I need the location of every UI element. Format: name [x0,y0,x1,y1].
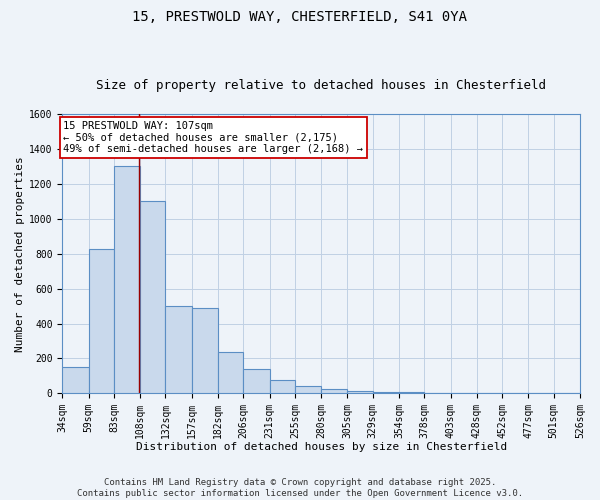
Text: 15 PRESTWOLD WAY: 107sqm
← 50% of detached houses are smaller (2,175)
49% of sem: 15 PRESTWOLD WAY: 107sqm ← 50% of detach… [64,121,364,154]
Bar [89,250,114,394]
Bar [295,386,321,394]
Bar [140,202,166,394]
Text: 15, PRESTWOLD WAY, CHESTERFIELD, S41 0YA: 15, PRESTWOLD WAY, CHESTERFIELD, S41 0YA [133,10,467,24]
Bar [424,393,451,394]
Bar [218,352,244,394]
Bar [244,369,269,394]
Bar [114,166,140,394]
Bar [321,389,347,394]
Bar [166,306,192,394]
Bar [373,392,399,394]
Bar [347,390,373,394]
Y-axis label: Number of detached properties: Number of detached properties [15,156,25,352]
X-axis label: Distribution of detached houses by size in Chesterfield: Distribution of detached houses by size … [136,442,507,452]
Bar [62,367,89,394]
Bar [269,380,295,394]
Text: Contains HM Land Registry data © Crown copyright and database right 2025.
Contai: Contains HM Land Registry data © Crown c… [77,478,523,498]
Title: Size of property relative to detached houses in Chesterfield: Size of property relative to detached ho… [96,79,546,92]
Bar [192,308,218,394]
Bar [399,392,424,394]
